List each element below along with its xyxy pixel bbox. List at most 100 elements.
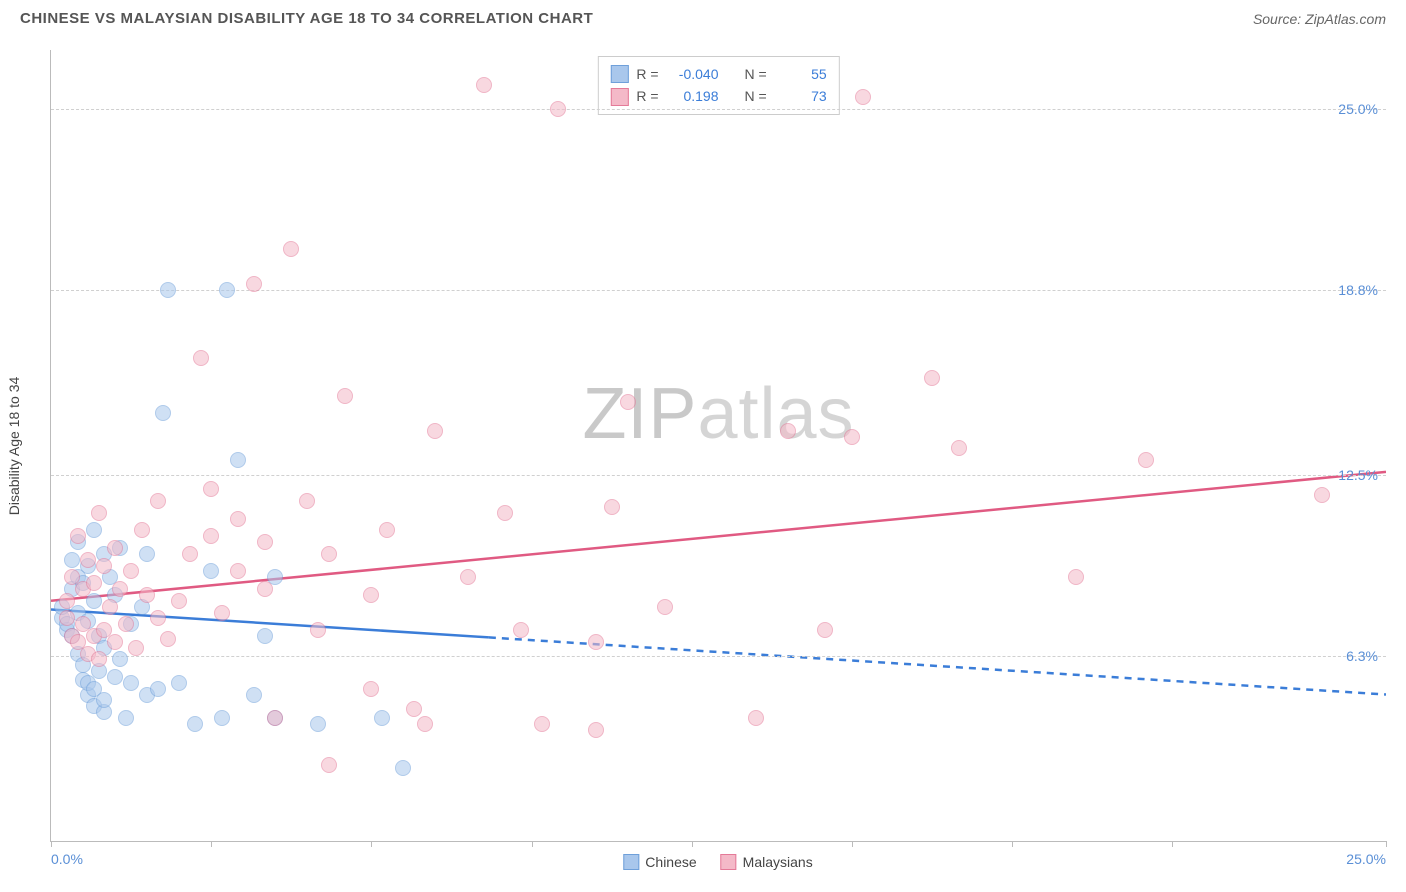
data-point xyxy=(246,687,262,703)
x-min-label: 0.0% xyxy=(51,851,83,867)
data-point xyxy=(96,692,112,708)
data-point xyxy=(310,716,326,732)
data-point xyxy=(363,681,379,697)
data-point xyxy=(657,599,673,615)
data-point xyxy=(257,581,273,597)
y-tick-label: 12.5% xyxy=(1338,467,1378,483)
data-point xyxy=(1138,452,1154,468)
gridline xyxy=(51,656,1386,657)
x-tick xyxy=(1012,841,1013,847)
data-point xyxy=(107,634,123,650)
data-point xyxy=(588,722,604,738)
stats-r-label: R = xyxy=(636,63,658,85)
legend-swatch xyxy=(721,854,737,870)
x-tick xyxy=(692,841,693,847)
data-point xyxy=(427,423,443,439)
data-point xyxy=(150,493,166,509)
data-point xyxy=(59,610,75,626)
x-tick xyxy=(211,841,212,847)
data-point xyxy=(64,552,80,568)
stats-n-value: 73 xyxy=(775,85,827,107)
watermark: ZIPatlas xyxy=(582,373,854,455)
data-point xyxy=(160,631,176,647)
data-point xyxy=(70,528,86,544)
data-point xyxy=(497,505,513,521)
x-tick xyxy=(1172,841,1173,847)
data-point xyxy=(80,552,96,568)
data-point xyxy=(230,452,246,468)
x-tick xyxy=(852,841,853,847)
data-point xyxy=(257,628,273,644)
plot-area: ZIPatlas R =-0.040N =55R =0.198N =73 6.3… xyxy=(50,50,1386,842)
legend-label: Chinese xyxy=(645,854,696,870)
data-point xyxy=(257,534,273,550)
data-point xyxy=(128,640,144,656)
data-point xyxy=(139,546,155,562)
data-point xyxy=(604,499,620,515)
y-tick-label: 18.8% xyxy=(1338,282,1378,298)
stats-r-value: 0.198 xyxy=(667,85,719,107)
data-point xyxy=(112,651,128,667)
data-point xyxy=(817,622,833,638)
gridline xyxy=(51,475,1386,476)
data-point xyxy=(107,669,123,685)
data-point xyxy=(299,493,315,509)
data-point xyxy=(337,388,353,404)
data-point xyxy=(374,710,390,726)
gridline xyxy=(51,109,1386,110)
data-point xyxy=(230,511,246,527)
data-point xyxy=(155,405,171,421)
data-point xyxy=(780,423,796,439)
stats-r-value: -0.040 xyxy=(667,63,719,85)
data-point xyxy=(534,716,550,732)
data-point xyxy=(123,675,139,691)
y-tick-label: 6.3% xyxy=(1346,648,1378,664)
legend-item: Chinese xyxy=(623,854,696,870)
stats-r-label: R = xyxy=(636,85,658,107)
data-point xyxy=(171,675,187,691)
stats-n-value: 55 xyxy=(775,63,827,85)
data-point xyxy=(118,616,134,632)
data-point xyxy=(620,394,636,410)
data-point xyxy=(123,563,139,579)
data-point xyxy=(187,716,203,732)
data-point xyxy=(267,710,283,726)
x-tick xyxy=(371,841,372,847)
data-point xyxy=(748,710,764,726)
data-point xyxy=(59,593,75,609)
data-point xyxy=(91,651,107,667)
data-point xyxy=(321,757,337,773)
data-point xyxy=(230,563,246,579)
chart-header: CHINESE VS MALAYSIAN DISABILITY AGE 18 T… xyxy=(0,0,1406,35)
data-point xyxy=(219,282,235,298)
data-point xyxy=(310,622,326,638)
data-point xyxy=(139,587,155,603)
data-point xyxy=(96,558,112,574)
data-point xyxy=(203,481,219,497)
data-point xyxy=(321,546,337,562)
data-point xyxy=(476,77,492,93)
legend-swatch xyxy=(610,88,628,106)
data-point xyxy=(1068,569,1084,585)
stats-box: R =-0.040N =55R =0.198N =73 xyxy=(597,56,839,115)
data-point xyxy=(417,716,433,732)
legend-label: Malaysians xyxy=(743,854,813,870)
chart-container: ZIPatlas R =-0.040N =55R =0.198N =73 6.3… xyxy=(50,50,1386,842)
legend-swatch xyxy=(623,854,639,870)
stats-row: R =-0.040N =55 xyxy=(610,63,826,85)
data-point xyxy=(86,522,102,538)
data-point xyxy=(182,546,198,562)
legend-swatch xyxy=(610,65,628,83)
y-tick-label: 25.0% xyxy=(1338,101,1378,117)
data-point xyxy=(855,89,871,105)
data-point xyxy=(203,528,219,544)
data-point xyxy=(513,622,529,638)
data-point xyxy=(406,701,422,717)
x-tick xyxy=(51,841,52,847)
x-max-label: 25.0% xyxy=(1346,851,1386,867)
data-point xyxy=(150,610,166,626)
data-point xyxy=(214,710,230,726)
legend-item: Malaysians xyxy=(721,854,813,870)
data-point xyxy=(550,101,566,117)
data-point xyxy=(160,282,176,298)
